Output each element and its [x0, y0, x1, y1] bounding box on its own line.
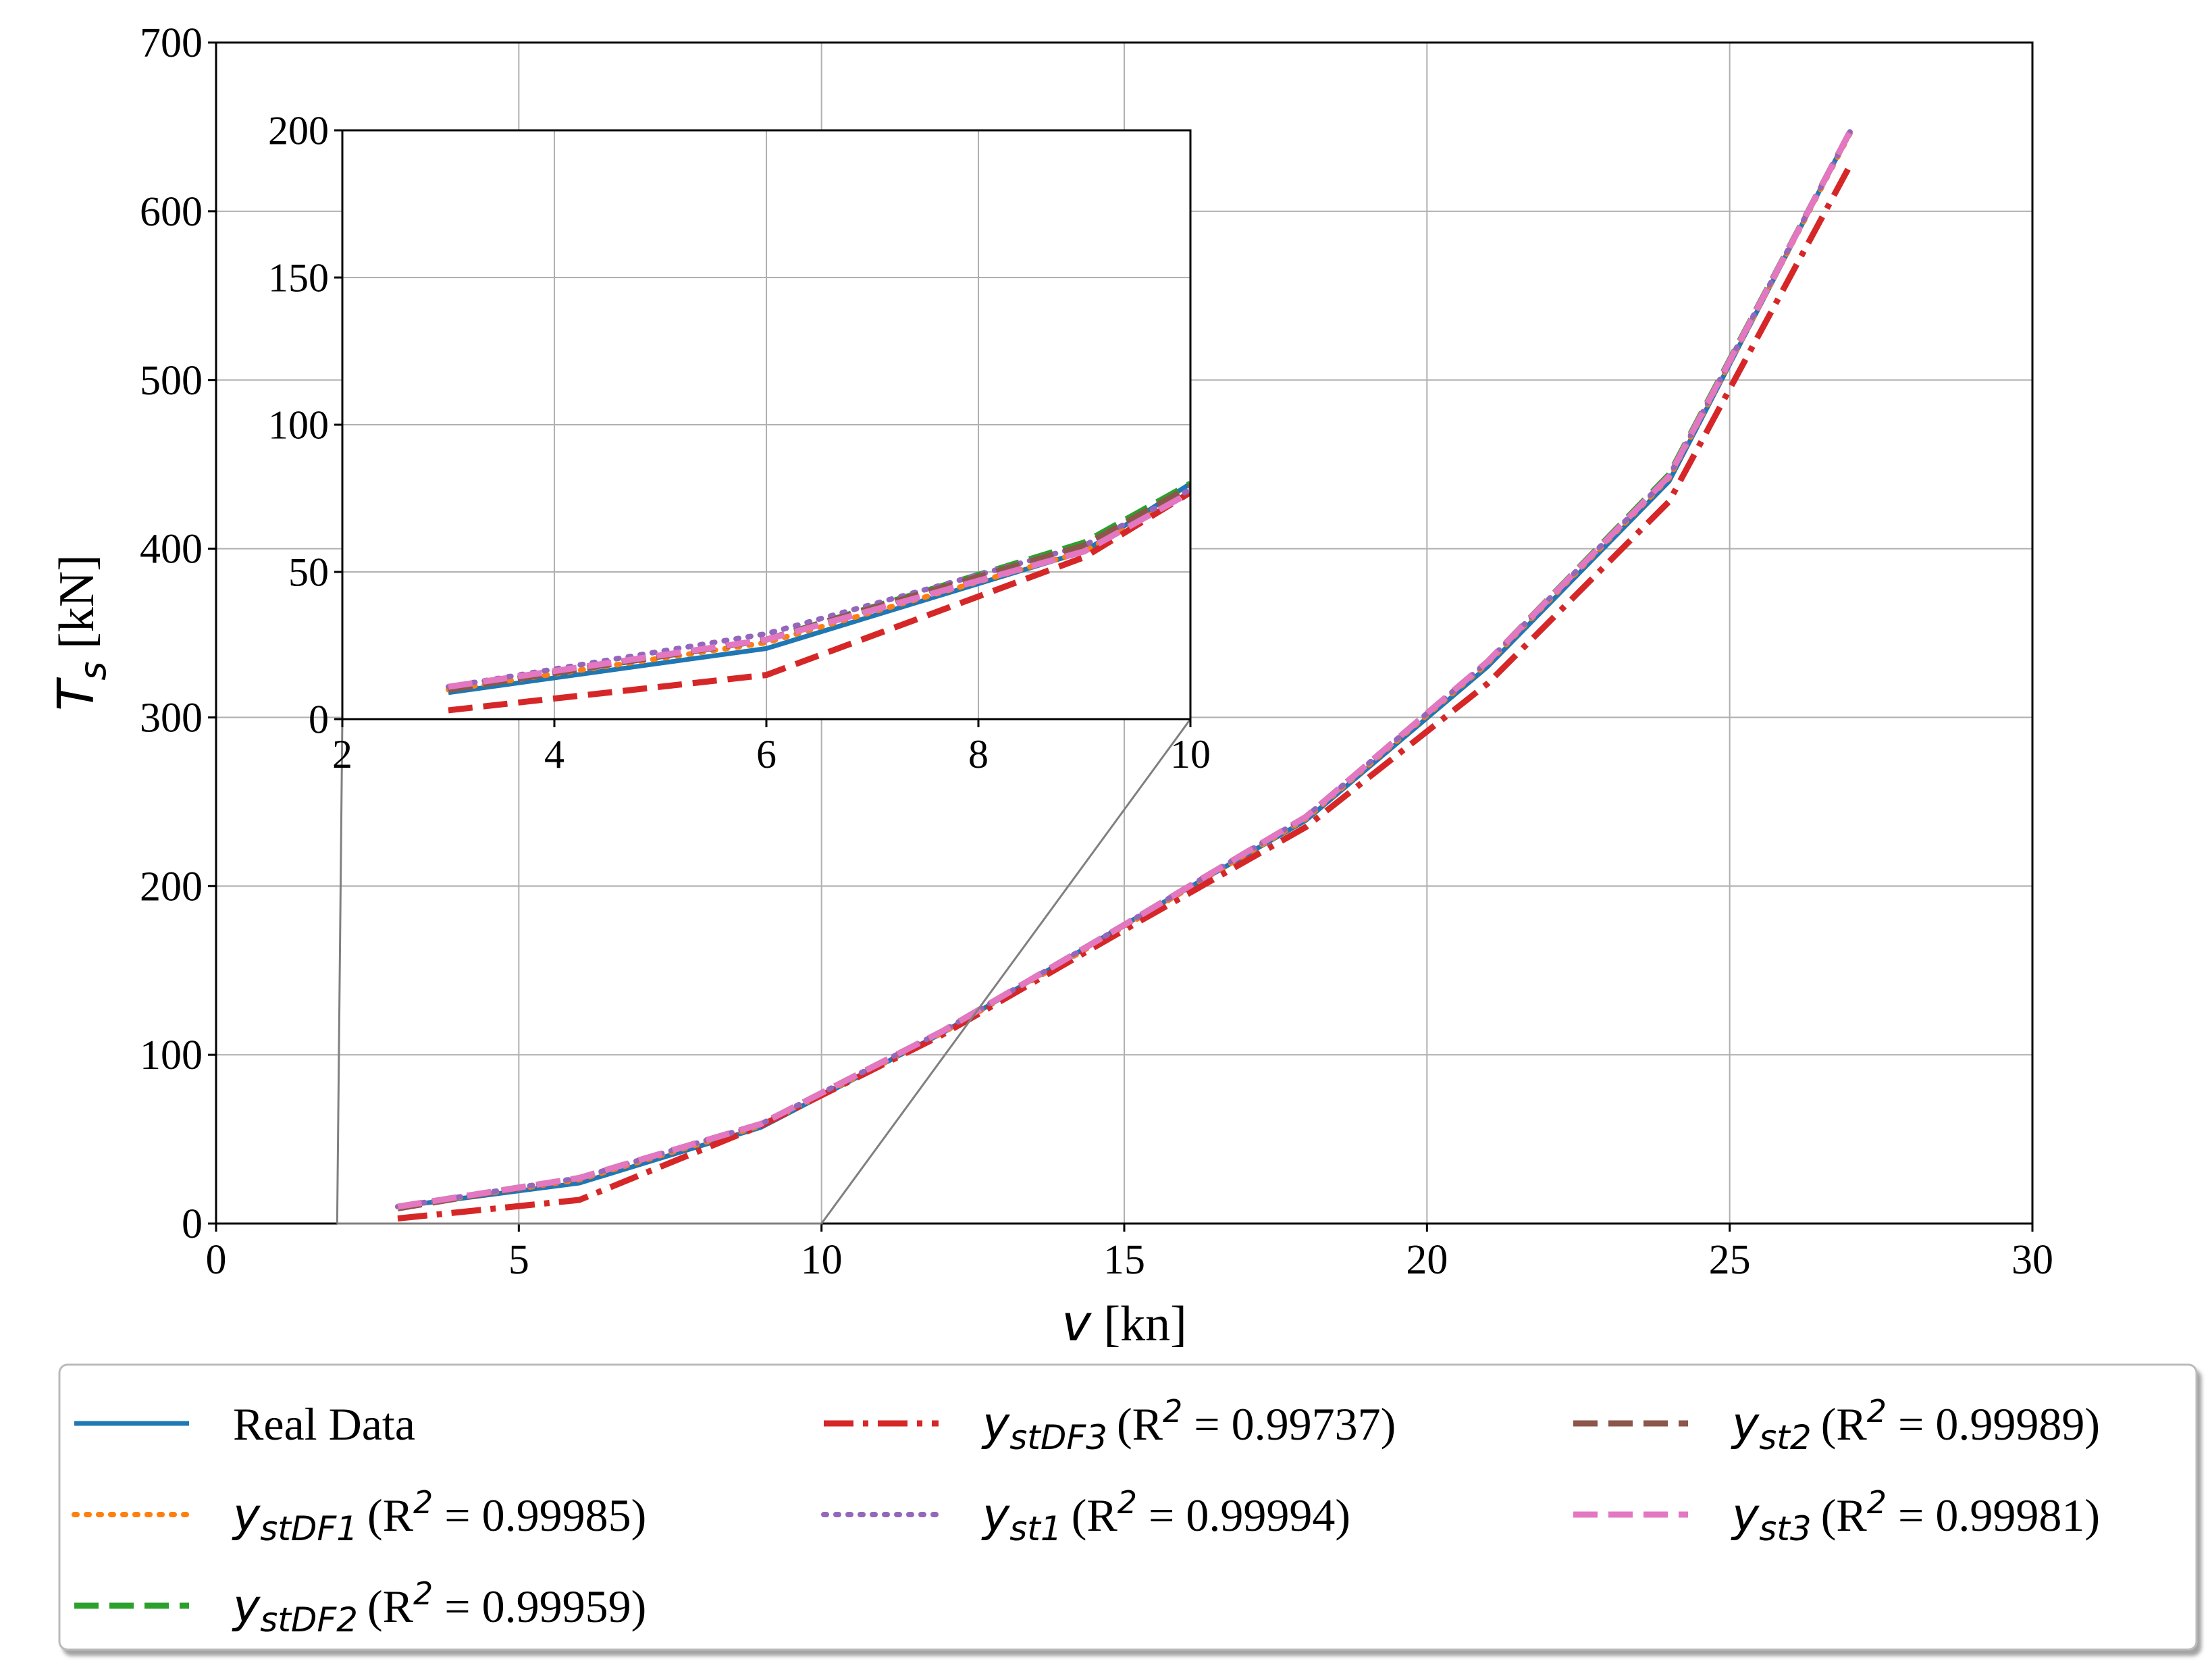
y-axis-subscript: s	[72, 661, 114, 680]
legend-label: Real Data	[233, 1398, 415, 1450]
legend-subscript: st2	[1759, 1418, 1811, 1457]
main-series-y-st3	[397, 128, 1853, 1210]
inset-x-tick-label: 6	[756, 732, 777, 777]
main-y-tick-label: 500	[140, 358, 203, 404]
main-y-tick-label: 200	[140, 864, 203, 910]
legend-label: yst2 (R2 = 0.99989)	[1731, 1393, 2100, 1457]
y-axis-symbol: T	[47, 677, 105, 711]
legend-item: ystDF3 (R2 = 0.99737)	[824, 1393, 1396, 1457]
main-y-tick-label: 100	[140, 1032, 203, 1078]
inset-y-tick-label: 200	[268, 108, 329, 153]
legend-r2-prefix: (R	[1072, 1490, 1118, 1541]
legend-symbol: y	[981, 1398, 1010, 1451]
y-axis-label: Ts [kN]	[47, 554, 114, 711]
main-x-tick-label: 0	[206, 1237, 227, 1283]
main-y-tick-label: 600	[140, 189, 203, 235]
legend-label-text: Real Data	[233, 1398, 415, 1450]
y-axis-unit: [kN]	[49, 554, 105, 661]
inset-y-tick-label: 150	[268, 255, 329, 300]
legend-label: ystDF1 (R2 = 0.99985)	[232, 1484, 646, 1548]
inset-y-tick-label: 0	[309, 697, 329, 741]
legend-subscript: st3	[1759, 1509, 1811, 1548]
main-x-tick-label: 5	[508, 1237, 529, 1283]
legend-r2-sup: 2	[1867, 1484, 1887, 1521]
main-x-tick-label: 25	[1709, 1237, 1751, 1283]
zoom-connector-right	[820, 718, 1192, 1224]
zoom-connectors	[336, 718, 1192, 1225]
legend-r2-sup: 2	[1867, 1393, 1887, 1429]
main-x-tick-label: 30	[2011, 1237, 2053, 1283]
inset-y-tick-label: 100	[268, 402, 329, 447]
legend-r2-prefix: (R	[367, 1490, 414, 1541]
legend-symbol: y	[981, 1489, 1010, 1542]
legend-symbol: y	[1731, 1489, 1760, 1542]
inset-series-group	[446, 481, 1190, 714]
main-y-tick-label: 0	[182, 1201, 203, 1247]
legend-subscript: stDF1	[260, 1509, 358, 1548]
legend-subscript: st1	[1009, 1509, 1061, 1548]
legend-r2-value: = 0.99985)	[433, 1490, 646, 1541]
legend-item: Real Data	[74, 1398, 415, 1450]
inset-x-tick-label: 8	[968, 732, 989, 777]
x-axis-symbol: v	[1061, 1294, 1092, 1353]
inset-x-tick-label: 2	[332, 732, 352, 777]
legend-r2-sup: 2	[1163, 1393, 1182, 1429]
legend-r2-prefix: (R	[367, 1581, 414, 1632]
main-y-tick-label: 400	[140, 527, 203, 573]
legend-subscript: stDF3	[1009, 1418, 1107, 1457]
inset-y-tick-label: 50	[288, 550, 329, 594]
legend-r2-value: = 0.99959)	[433, 1581, 646, 1632]
legend-r2-prefix: (R	[1821, 1490, 1868, 1541]
legend-r2-sup: 2	[1117, 1484, 1137, 1521]
legend-r2-sup: 2	[413, 1575, 433, 1612]
x-axis-unit: [kn]	[1091, 1296, 1187, 1352]
legend-item: ystDF2 (R2 = 0.99959)	[74, 1575, 646, 1639]
legend-label: yst3 (R2 = 0.99981)	[1731, 1484, 2100, 1548]
legend-item: ystDF1 (R2 = 0.99985)	[72, 1484, 646, 1548]
main-y-tick-label: 300	[140, 695, 203, 741]
legend-box	[58, 1363, 2198, 1651]
legend-r2-prefix: (R	[1821, 1398, 1868, 1450]
inset-x-tick-label: 4	[544, 732, 564, 777]
main-series-group	[395, 127, 1853, 1222]
legend-r2-prefix: (R	[1117, 1398, 1163, 1450]
legend-item: yst2 (R2 = 0.99989)	[1573, 1393, 2100, 1457]
legend-subscript: stDF2	[260, 1600, 358, 1639]
legend-label: ystDF2 (R2 = 0.99959)	[232, 1575, 646, 1639]
legend-r2-value: = 0.99994)	[1137, 1490, 1350, 1541]
inset-x-tick-label: 10	[1170, 732, 1211, 777]
legend-r2-value: = 0.99989)	[1887, 1398, 2100, 1450]
main-x-tick-label: 10	[801, 1237, 843, 1283]
zoom-connector-left	[336, 718, 344, 1224]
main-x-tick-label: 15	[1103, 1237, 1145, 1283]
main-x-tick-label: 20	[1406, 1237, 1448, 1283]
legend-r2-value: = 0.99981)	[1887, 1490, 2100, 1541]
legend-symbol: y	[232, 1580, 261, 1633]
legend-r2-value: = 0.99737)	[1182, 1398, 1396, 1450]
inset-series-y-st3	[448, 490, 1190, 690]
legend-item: yst1 (R2 = 0.99994)	[821, 1484, 1350, 1548]
legend-label: ystDF3 (R2 = 0.99737)	[981, 1393, 1396, 1457]
legend-symbol: y	[1731, 1398, 1760, 1451]
legend-item: yst3 (R2 = 0.99981)	[1573, 1484, 2100, 1548]
legend-symbol: y	[232, 1489, 261, 1542]
legend-label: yst1 (R2 = 0.99994)	[981, 1484, 1350, 1548]
x-axis-label: v [kn]	[1061, 1294, 1187, 1353]
main-y-tick-label: 700	[140, 20, 203, 66]
legend-r2-sup: 2	[413, 1484, 433, 1521]
